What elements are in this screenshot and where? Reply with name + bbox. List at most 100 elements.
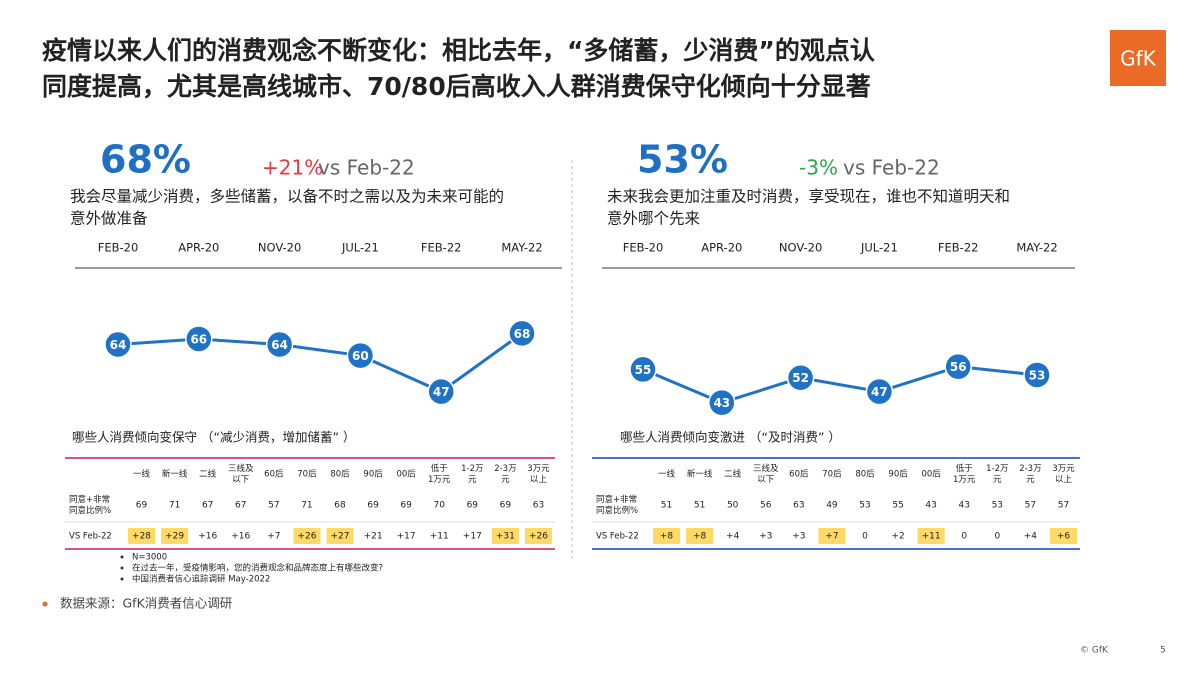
line (117, 332, 523, 394)
column-header: 一线 (658, 469, 676, 480)
highlight (524, 528, 552, 544)
data-label: 52 (792, 371, 809, 385)
source: 数据来源：GfK消费者信心调研 (60, 596, 232, 611)
point (629, 355, 657, 384)
highlight (491, 528, 519, 544)
cell: +16 (231, 532, 250, 542)
cell: +4 (1024, 532, 1038, 542)
line (642, 365, 1038, 405)
x-tick-label: MAY-22 (501, 241, 542, 255)
point (265, 330, 294, 359)
column-header: 二线 (199, 469, 217, 480)
point (427, 377, 455, 406)
column-header: 三线及 (753, 463, 779, 474)
cell: 71 (301, 501, 312, 511)
column-header: 60后 (789, 469, 809, 480)
column-header: 3万元 (1052, 464, 1075, 474)
cell: 0 (862, 532, 868, 542)
cell: 57 (1058, 501, 1069, 511)
highlight (653, 528, 681, 544)
cell: 55 (892, 501, 903, 511)
cell: +8 (693, 532, 707, 542)
data-label: 47 (433, 385, 450, 399)
cell: 67 (202, 501, 213, 511)
highlight (686, 528, 714, 544)
point (944, 352, 972, 381)
bullet (120, 577, 124, 581)
cell: 0 (994, 532, 1000, 542)
cell: +11 (922, 532, 941, 542)
data-label: 66 (190, 332, 207, 346)
compare: vs Feb-22 (843, 156, 940, 180)
point (346, 341, 375, 370)
cell: 0 (961, 532, 967, 542)
column-header: 1-2万 (986, 464, 1008, 474)
x-tick-label: NOV-20 (779, 241, 822, 255)
column-header: 1万元 (428, 475, 451, 485)
change: -3% (799, 156, 838, 180)
column-header: 三线及 (228, 463, 254, 474)
column-header: 70后 (297, 469, 317, 480)
cell: 51 (661, 501, 672, 511)
column-header: 以下 (232, 475, 250, 485)
data-label: 64 (110, 338, 127, 352)
x-tick-label: FEB-20 (98, 241, 139, 255)
bullet (42, 601, 48, 607)
cell: +27 (331, 532, 350, 542)
cell: +7 (825, 532, 838, 542)
column-header: 2-3万 (494, 464, 516, 474)
cell: +8 (660, 532, 674, 542)
cell: +2 (891, 532, 904, 542)
note: 在过去一年，受疫情影响，您的消费观念和品牌态度上有哪些改变? (132, 563, 383, 574)
highlight (917, 528, 945, 544)
cell: +3 (759, 532, 772, 542)
slide-title: 同度提高，尤其是高线城市、70/80后高收入人群消费保守化倾向十分显著 (42, 72, 871, 101)
highlight (293, 528, 321, 544)
highlight (128, 528, 156, 544)
column-header: 以上 (530, 475, 548, 485)
column-header: 以下 (757, 475, 775, 485)
cell: 50 (727, 501, 739, 511)
data-label: 53 (1029, 368, 1046, 382)
column-header: 1-2万 (461, 464, 483, 474)
data-label: 55 (635, 363, 652, 377)
data-label: 43 (713, 396, 730, 410)
page-number: 5 (1160, 646, 1166, 656)
column-header: 80后 (330, 469, 350, 480)
highlight (818, 528, 846, 544)
cell: 68 (334, 501, 346, 511)
cell: 69 (467, 501, 479, 511)
cell: 51 (694, 501, 705, 511)
highlight (1049, 528, 1077, 544)
statement: 意外哪个先来 (607, 209, 700, 228)
cell: +17 (463, 532, 482, 542)
cell: +29 (165, 532, 184, 542)
table-heading: 哪些人消费倾向变激进 （“及时消费” ） (620, 430, 841, 445)
row-label: 同意+非常 (596, 494, 637, 505)
cell: 57 (268, 501, 279, 511)
cell: 43 (925, 501, 936, 511)
data-label: 68 (514, 327, 531, 341)
cell: 53 (992, 501, 1003, 511)
cell: 69 (367, 501, 379, 511)
column-header: 低于 (431, 463, 449, 474)
row-label: 同意+非常 (69, 494, 110, 505)
row-label: VS Feb-22 (69, 532, 112, 542)
cell: +31 (496, 532, 515, 542)
point (708, 388, 736, 417)
compare: vs Feb-22 (318, 156, 415, 180)
x-tick-label: APR-20 (178, 241, 219, 255)
x-tick-label: FEB-22 (938, 241, 979, 255)
point (786, 363, 815, 392)
cell: 57 (1025, 501, 1036, 511)
highlight (161, 528, 189, 544)
cell: 69 (136, 501, 148, 511)
change: +21% (262, 156, 323, 180)
bullet (120, 566, 124, 570)
cell: +6 (1057, 532, 1071, 542)
x-tick-label: FEB-20 (623, 241, 664, 255)
column-header: 元 (1026, 475, 1035, 485)
cell: 56 (760, 501, 772, 511)
copyright: © GfK (1080, 646, 1109, 656)
column-header: 以上 (1055, 475, 1073, 485)
